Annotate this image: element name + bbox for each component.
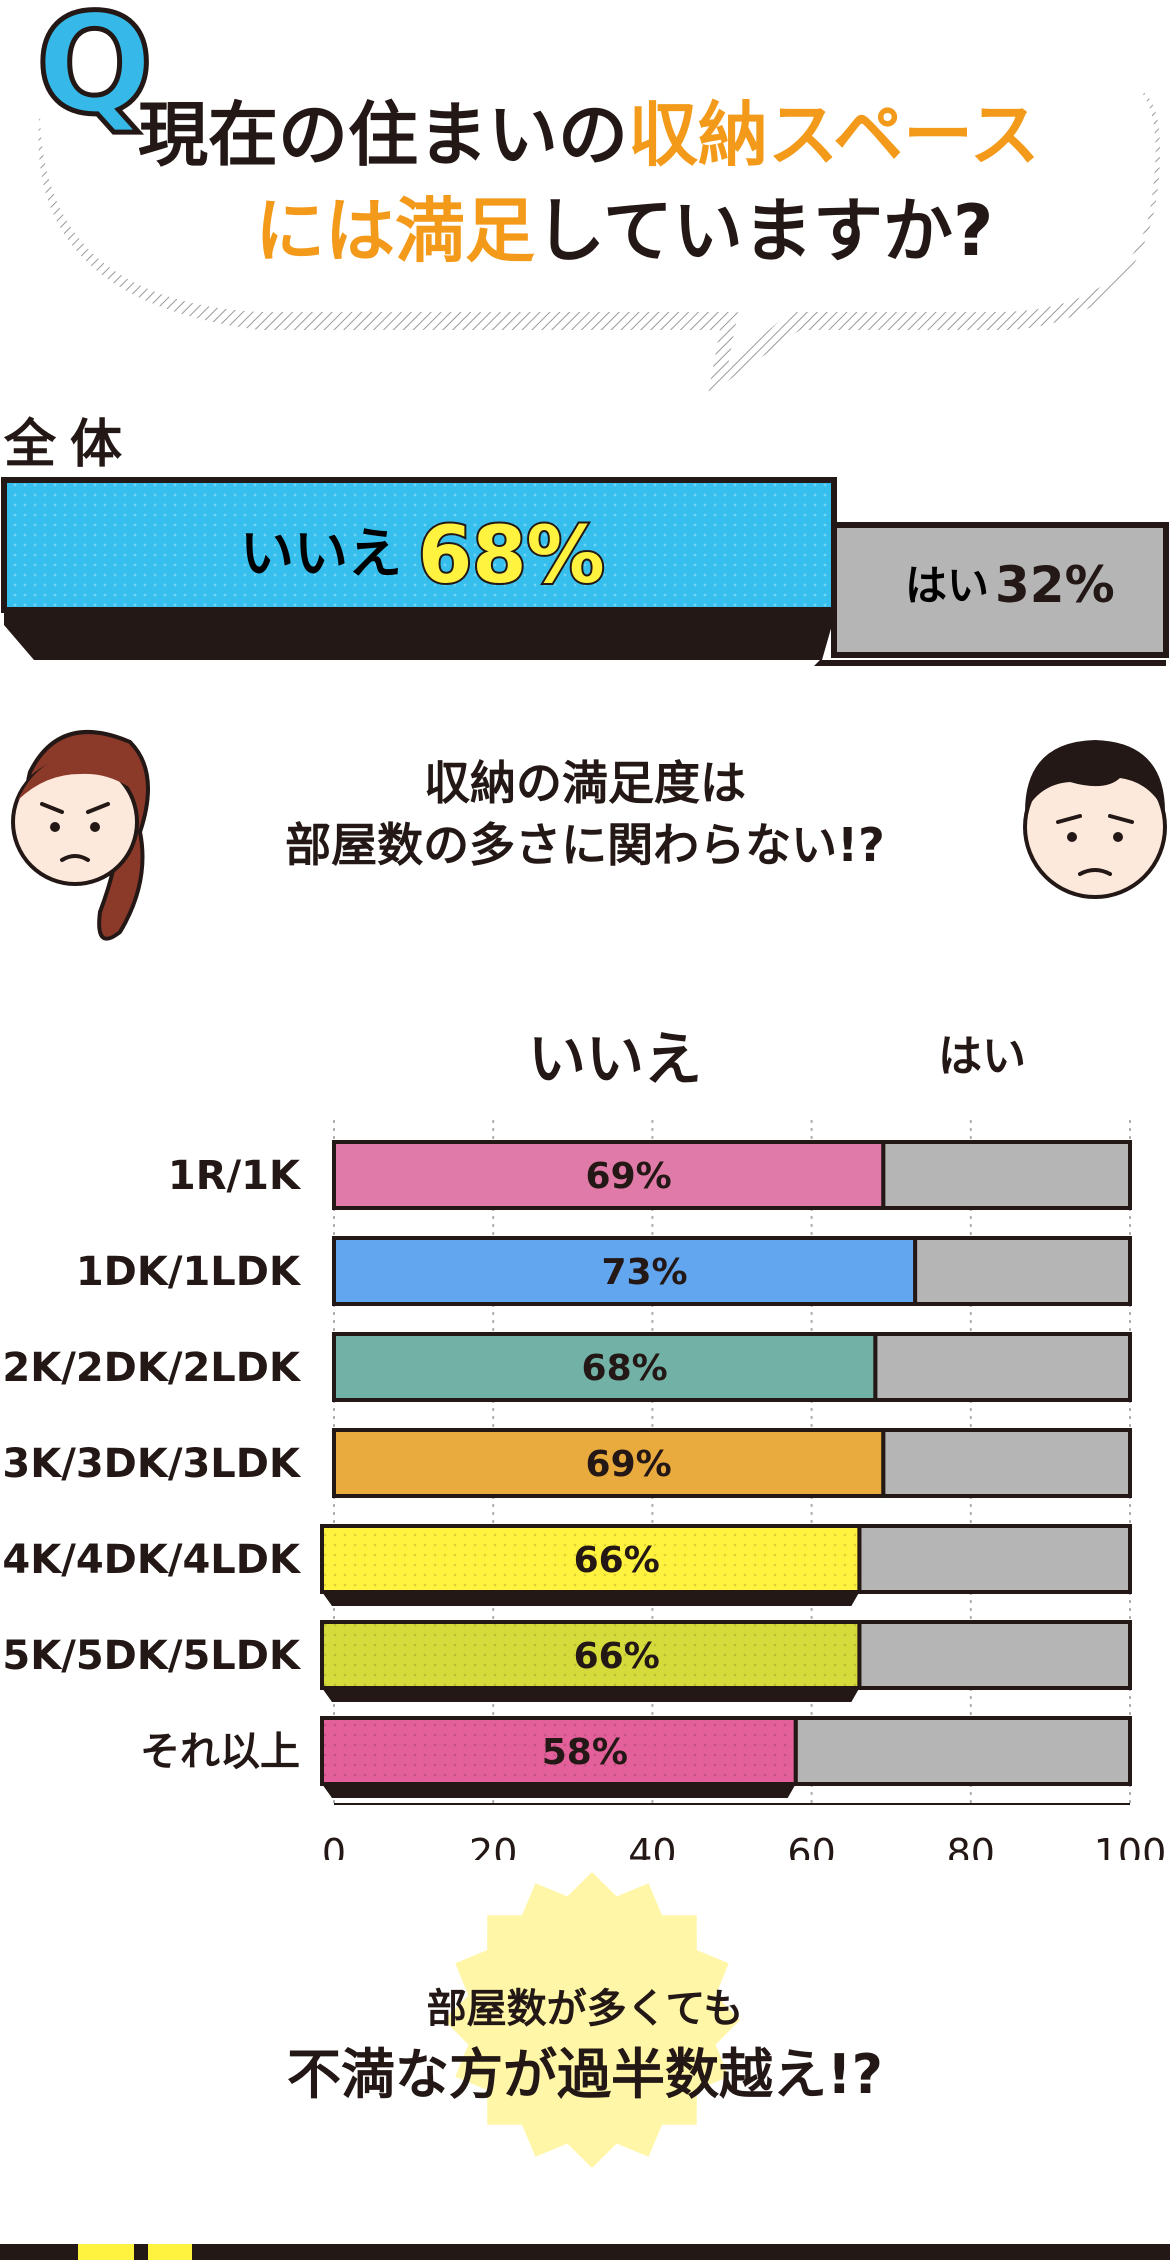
bar-no-shadow <box>322 1592 860 1606</box>
comment-burst <box>444 1872 740 2168</box>
overall-no-segment <box>1 477 837 613</box>
x-tick-label: 0 <box>322 1831 346 1860</box>
question-line-2: には満足していますか? <box>255 196 994 266</box>
bar-yes <box>873 1332 1133 1402</box>
overall-yes-shadow <box>814 660 1166 666</box>
stacked-bar-chart: 1R/1K 69% 1DK/1LDK 73% 2K/2DK/2LDK 68% 3K/3DK/… <box>2 1120 1167 1860</box>
overall-yes-value: 32% <box>995 556 1115 614</box>
bar-no-texture <box>324 1528 858 1590</box>
bar-yes <box>793 1716 1132 1786</box>
question-line-1: 現在の住まいの収納スペース <box>138 100 1040 170</box>
x-tick-label: 80 <box>947 1831 995 1860</box>
bar-no <box>332 1140 886 1210</box>
question-text-2c: していますか? <box>535 190 994 272</box>
category-label: 1DK/1LDK <box>76 1249 302 1295</box>
overall-no-shadow <box>4 610 834 660</box>
bar-value-label: 66% <box>574 1540 660 1581</box>
bar-no-texture <box>324 1720 794 1782</box>
category-label: 2K/2DK/2LDK <box>2 1345 302 1391</box>
bar-no <box>332 1332 878 1402</box>
bar-value-label: 69% <box>586 1444 672 1485</box>
overall-yes-segment <box>831 522 1169 658</box>
question-highlight-satisfied: 満足 <box>395 190 535 272</box>
bar-no <box>332 1428 886 1498</box>
overall-no-label: いいえ <box>240 522 402 585</box>
bar-value-label: 58% <box>542 1732 628 1773</box>
caption-line-1: 収納の満足度は <box>424 756 746 810</box>
question-text-1a: 現在の住まいの <box>138 94 628 176</box>
category-label: それ以上 <box>140 1729 300 1775</box>
category-label: 5K/5DK/5LDK <box>2 1633 302 1679</box>
caption: 収納の満足度は 部屋数の多さに関わらない!? <box>200 752 970 876</box>
bottom-accent <box>78 2244 134 2260</box>
bar-value-label: 68% <box>582 1348 668 1389</box>
category-label: 3K/3DK/3LDK <box>2 1441 302 1487</box>
bar-no-texture <box>324 1624 858 1686</box>
question-highlight-storage: 収納スペース <box>628 94 1040 176</box>
overall-title: 全体 <box>4 415 137 475</box>
bar-no <box>332 1236 918 1306</box>
bar-yes <box>881 1140 1132 1210</box>
bar-no-shadow <box>322 1784 796 1798</box>
bar-value-label: 73% <box>601 1252 687 1293</box>
overall-yes-label: はい <box>905 561 989 610</box>
comment-line-1: 部屋数が多くても <box>426 1986 744 2032</box>
legend-no: いいえ <box>528 1025 703 1093</box>
bar-yes <box>881 1428 1132 1498</box>
woman-worried-face-icon <box>11 730 150 941</box>
comment-line-2: 不満な方が過半数越え!? <box>287 2043 883 2106</box>
q-mark-icon: Q <box>33 0 155 145</box>
bottom-accent <box>148 2244 192 2260</box>
category-label: 1R/1K <box>168 1153 302 1199</box>
bar-value-label: 69% <box>586 1156 672 1197</box>
x-tick-label: 20 <box>469 1831 517 1860</box>
overall-bar: いいえ 68% はい 32% <box>1 477 1169 666</box>
legend-yes: はい <box>938 1031 1026 1082</box>
x-tick-label: 40 <box>628 1831 676 1860</box>
bubble-shadow <box>38 90 1160 395</box>
x-tick-label: 60 <box>787 1831 835 1860</box>
question-text-2a: には <box>255 190 395 272</box>
speech-bubble <box>38 90 1160 395</box>
bar-yes <box>857 1620 1132 1690</box>
bar-no-shadow <box>322 1688 860 1702</box>
overall-no-value: 68% <box>418 511 605 601</box>
bar-yes <box>857 1524 1132 1594</box>
bottom-border <box>0 2244 1170 2260</box>
man-worried-face-icon <box>1023 740 1167 899</box>
bar-value-label: 66% <box>574 1636 660 1677</box>
caption-line-2: 部屋数の多さに関わらない!? <box>285 818 885 872</box>
bar-yes <box>913 1236 1133 1306</box>
category-label: 4K/4DK/4LDK <box>2 1537 302 1583</box>
x-tick-label: 100 <box>1094 1831 1167 1860</box>
